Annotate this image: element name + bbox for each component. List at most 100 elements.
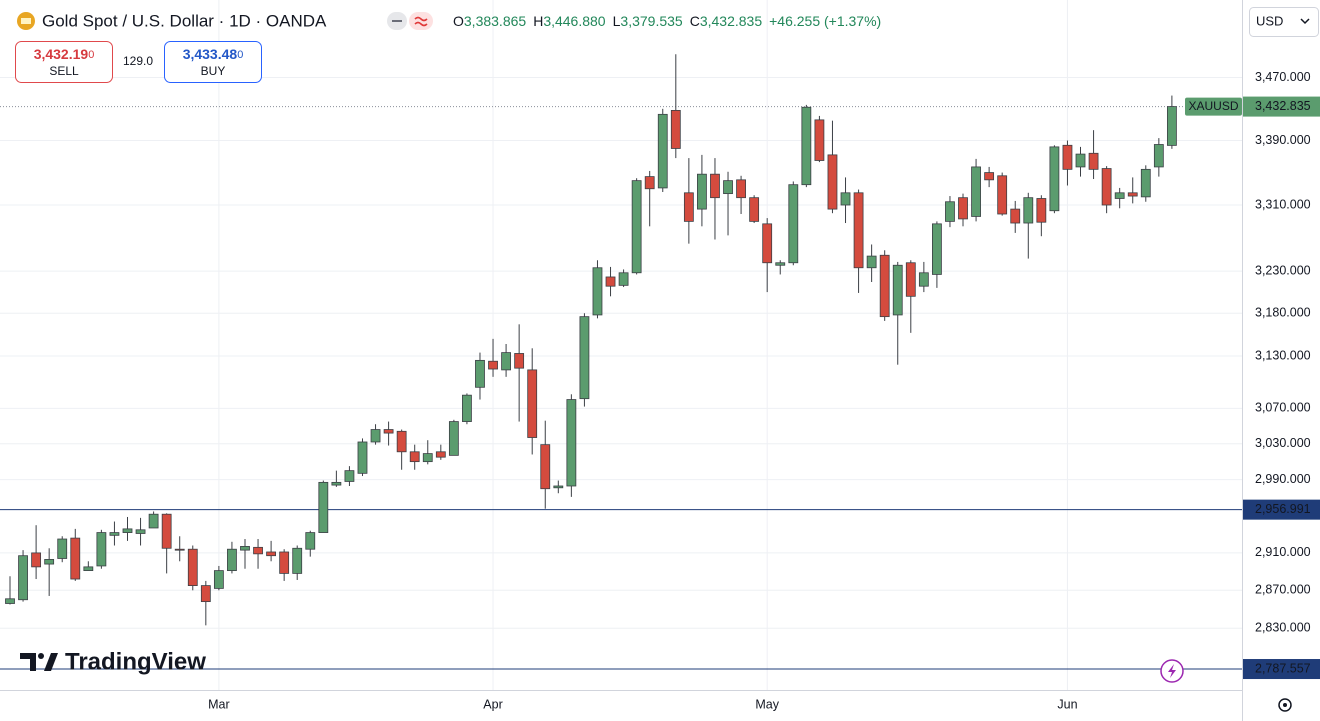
buy-button[interactable]: [164, 41, 262, 83]
x-tick-label: Jun: [1057, 697, 1077, 711]
symbol-badge: XAUUSD: [1188, 99, 1238, 113]
candle-body: [553, 485, 564, 489]
sell-price-main: 3,432.19: [34, 46, 89, 62]
candle-body: [736, 179, 746, 199]
candle-body: [174, 548, 185, 551]
candle-body: [971, 166, 981, 217]
candle-body: [945, 201, 955, 222]
candle-body: [5, 598, 15, 604]
y-tick-label: 3,310.000: [1255, 197, 1311, 211]
candle-body: [618, 272, 629, 286]
candle-body: [905, 262, 916, 297]
currency-label: USD: [1256, 13, 1283, 28]
candle-body: [1140, 168, 1151, 198]
axis: 3,470.000 3,390.000 3,310.000 3,230.000 3,18…: [208, 70, 1320, 711]
candles: [5, 54, 1177, 626]
candle-body: [592, 267, 603, 316]
currency-dropdown[interactable]: [1249, 7, 1319, 37]
sell-button[interactable]: [15, 41, 113, 83]
candle-body: [135, 529, 146, 534]
ohlc-key: C: [690, 13, 700, 29]
candle-body: [1036, 198, 1047, 223]
candle-body: [762, 223, 773, 264]
candle-body: [1101, 168, 1112, 206]
candle-body: [866, 255, 877, 269]
candle-body: [200, 585, 211, 603]
candle-body: [122, 528, 133, 533]
candle-body: [279, 551, 290, 574]
candle-body: [292, 547, 303, 574]
y-tick-label: 2,870.000: [1255, 583, 1311, 597]
candle-body: [801, 106, 812, 186]
candle-body: [657, 113, 668, 189]
candle-body: [997, 175, 1008, 215]
levels: [0, 106, 1242, 670]
y-tick-label: 3,030.000: [1255, 436, 1311, 450]
sell-price-tail: 0: [88, 49, 94, 61]
level-label: 2,787.557: [1255, 661, 1311, 675]
level-label-bg: [1243, 499, 1320, 520]
candle-body: [749, 197, 760, 222]
y-tick-label: 3,390.000: [1255, 133, 1311, 147]
candle-body: [253, 546, 263, 555]
candle-body: [788, 184, 799, 264]
sell-label: SELL: [49, 64, 79, 78]
candle-body: [814, 119, 825, 161]
candle-body: [918, 272, 929, 287]
candle-body: [148, 513, 159, 529]
settings-button[interactable]: [1278, 698, 1292, 712]
candle-body: [213, 570, 224, 589]
candle-body: [527, 369, 538, 438]
sell-price: 3,432.190: [34, 46, 95, 62]
ohlc-key: H: [533, 13, 543, 29]
candle-body: [475, 359, 485, 388]
y-tick-label: 3,230.000: [1255, 263, 1311, 277]
candle-body: [1153, 144, 1164, 168]
candle-body: [644, 176, 655, 190]
candle-body: [1010, 208, 1021, 224]
last-price-label-bg: [1243, 96, 1320, 117]
compare-icon: [414, 16, 428, 27]
candle-body: [187, 548, 198, 586]
logo: TradingView: [20, 648, 206, 675]
candle-body: [396, 430, 407, 453]
ohlc-value: 3,432.835: [700, 13, 762, 29]
candle-body: [710, 173, 720, 199]
y-tick-label: 2,990.000: [1255, 472, 1311, 486]
last-price-label: 3,432.835: [1255, 99, 1311, 113]
level-label: 2,956.991: [1255, 502, 1311, 516]
symbol-icon-bar: [21, 18, 31, 24]
candle-body: [1062, 144, 1073, 170]
candle-body: [435, 451, 446, 458]
candle-body: [540, 444, 551, 490]
candle-body: [605, 276, 616, 287]
candle-body: [383, 429, 394, 434]
candle-body: [1023, 197, 1034, 224]
candle-body: [31, 552, 42, 568]
candle-body: [370, 429, 381, 443]
candle-body: [305, 532, 316, 550]
logo-text: TradingView: [65, 648, 206, 675]
candle-body: [318, 481, 329, 533]
x-tick-label: May: [755, 697, 779, 711]
candle-body: [984, 172, 995, 181]
change: +46.255 (+1.37%): [769, 13, 881, 29]
candle-body: [422, 453, 433, 463]
x-tick-label: Mar: [208, 697, 230, 711]
candle-body: [1049, 146, 1060, 212]
x-tick-label: Apr: [483, 697, 502, 711]
candle-body: [879, 254, 890, 318]
ohlc-legend: O3,383.865 H3,446.880 L3,379.535 C3,432.835…: [453, 13, 881, 29]
alert-icon: [1168, 664, 1176, 678]
ohlc-value: 3,446.880: [543, 13, 605, 29]
candle-body: [892, 264, 903, 316]
candle-body: [697, 173, 707, 210]
settings-icon: [1283, 703, 1287, 707]
compare-button[interactable]: [409, 12, 433, 30]
ohlc-value: 3,383.865: [464, 13, 526, 29]
candle-body: [266, 551, 277, 557]
candle-body: [462, 394, 472, 422]
ohlc-value: 3,379.535: [620, 13, 682, 29]
symbol-badge-bg: [1185, 97, 1242, 116]
